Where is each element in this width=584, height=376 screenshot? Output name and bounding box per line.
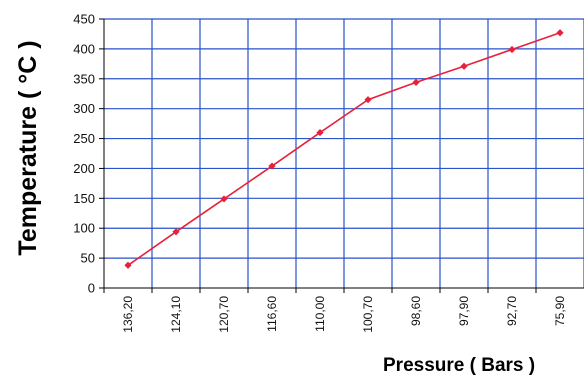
y-tick-label: 250 [73,131,95,146]
x-axis-title: Pressure ( Bars ) [383,355,535,376]
x-tick-label: 75,90 [553,296,567,326]
x-tick-label: 136,20 [121,296,135,333]
data-point [508,45,516,54]
x-tick-label: 100,70 [361,296,375,333]
series [124,29,564,269]
grid [104,18,584,288]
y-tick-label: 100 [73,221,95,236]
data-point [172,228,180,236]
y-tick-label: 400 [73,41,95,56]
data-point [556,29,564,37]
data-point [220,195,228,203]
y-tick-label: 50 [81,251,95,266]
data-point [124,261,132,269]
x-tick-label: 120,70 [217,296,231,333]
data-point [460,62,468,70]
y-tick-label: 300 [73,101,95,116]
x-tick-label: 98,60 [409,296,423,326]
y-tick-label: 150 [73,191,95,206]
data-point [412,78,420,86]
y-axis-title: Temperature ( °C ) [14,40,42,255]
x-tick-label: 97,90 [457,296,471,326]
series-line [127,31,561,266]
y-tick-label: 0 [88,281,95,296]
y-tick-label: 350 [73,71,95,86]
y-tick-label: 200 [73,161,95,176]
data-point [268,162,276,170]
data-point [364,96,372,104]
x-tick-label: 110,00 [313,296,327,332]
data-point [316,128,324,137]
x-tick-label: 116,60 [265,296,279,332]
y-tick-labels: 0 50 100 150 200 250 300 350 400 450 [73,12,104,296]
y-tick-label: 450 [73,12,95,27]
x-tick-labels: 136,20 124,10 120,70 116,60 110,00 100,70 98,6… [103,288,567,333]
x-tick-label: 124,10 [169,296,183,333]
x-tick-label: 92,70 [505,296,519,326]
